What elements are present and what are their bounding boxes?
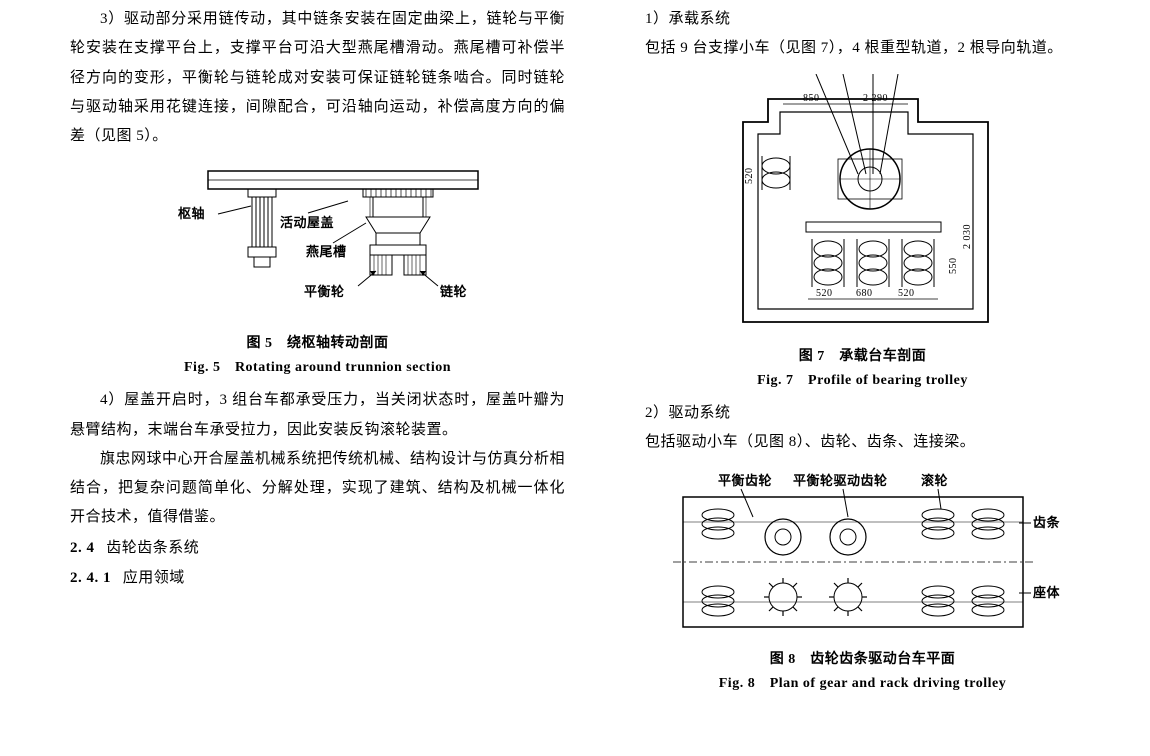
figure-7: 850 2 290 [615, 74, 1110, 389]
section-2-4-1-number: 2. 4. 1 [70, 570, 111, 586]
right-para-2: 包括驱动小车（见图 8）、齿轮、齿条、连接梁。 [615, 428, 1110, 457]
section-2-4-1-title: 应用领域 [123, 570, 185, 586]
figure-5-caption-en: Fig. 5 Rotating around trunnion section [70, 356, 565, 376]
fig5-label-pivot: 枢轴 [178, 206, 205, 221]
section-2-4-1: 2. 4. 1 应用领域 [70, 563, 565, 593]
left-column: 3）驱动部分采用链传动，其中链条安装在固定曲梁上，链轮与平衡轮安装在支撑平台上，… [60, 5, 590, 751]
fig7-dim-520a: 520 [816, 288, 833, 299]
fig7-dim-2290: 2 290 [863, 93, 888, 104]
fig5-label-roof: 活动屋盖 [280, 215, 334, 230]
figure-5-svg: 枢轴 活动屋盖 燕尾槽 平衡轮 链轮 [148, 161, 488, 326]
figure-8-caption-en: Fig. 8 Plan of gear and rack driving tro… [615, 672, 1110, 692]
fig7-dim-550: 550 [948, 257, 959, 274]
fig5-label-sprocket: 链轮 [439, 284, 467, 299]
section-2-4-number: 2. 4 [70, 540, 95, 556]
figure-5: 枢轴 活动屋盖 燕尾槽 平衡轮 链轮 图 5 绕枢轴转动剖面 Fig. 5 Ro… [70, 161, 565, 376]
figure-8: 平衡齿轮 平衡轮驱动齿轮 滚轮 齿条 座体 [615, 467, 1110, 692]
section-2-4: 2. 4 齿轮齿条系统 [70, 533, 565, 563]
fig7-dim-520b: 520 [898, 288, 915, 299]
right-column: 1）承载系统 包括 9 台支撑小车（见图 7），4 根重型轨道，2 根导向轨道。… [590, 5, 1120, 751]
figure-8-svg: 平衡齿轮 平衡轮驱动齿轮 滚轮 齿条 座体 [663, 467, 1063, 642]
fig8-label-drive-gear: 平衡轮驱动齿轮 [793, 473, 888, 488]
fig7-dim-680: 680 [856, 288, 873, 299]
figure-7-caption-zh: 图 7 承载台车剖面 [615, 345, 1110, 365]
fig7-dim-850: 850 [803, 93, 820, 104]
section-2-4-title: 齿轮齿条系统 [106, 540, 199, 556]
fig5-label-balance: 平衡轮 [304, 284, 345, 299]
fig8-label-balance-gear: 平衡齿轮 [718, 473, 772, 488]
figure-8-caption-zh: 图 8 齿轮齿条驱动台车平面 [615, 648, 1110, 668]
right-head-1: 1）承载系统 [615, 5, 1110, 34]
right-section-2: 2）驱动系统 [615, 399, 1110, 428]
figure-7-svg: 850 2 290 [698, 74, 1028, 339]
fig5-label-dovetail: 燕尾槽 [306, 244, 347, 259]
fig7-dim-2030: 2 030 [962, 224, 973, 249]
paragraph-4: 4）屋盖开启时，3 组台车都承受压力，当关闭状态时，屋盖叶瓣为悬臂结构，末端台车… [70, 386, 565, 445]
figure-7-caption-en: Fig. 7 Profile of bearing trolley [615, 369, 1110, 389]
fig8-label-roller: 滚轮 [921, 473, 948, 488]
paragraph-3: 3）驱动部分采用链传动，其中链条安装在固定曲梁上，链轮与平衡轮安装在支撑平台上，… [70, 5, 565, 151]
figure-5-caption-zh: 图 5 绕枢轴转动剖面 [70, 332, 565, 352]
fig7-dim-520v: 520 [744, 167, 755, 184]
paragraph-5: 旗忠网球中心开合屋盖机械系统把传统机械、结构设计与仿真分析相结合，把复杂问题简单… [70, 445, 565, 533]
right-para-1: 包括 9 台支撑小车（见图 7），4 根重型轨道，2 根导向轨道。 [615, 34, 1110, 63]
fig8-label-rack: 齿条 [1033, 515, 1061, 530]
fig8-label-seat: 座体 [1032, 585, 1061, 600]
